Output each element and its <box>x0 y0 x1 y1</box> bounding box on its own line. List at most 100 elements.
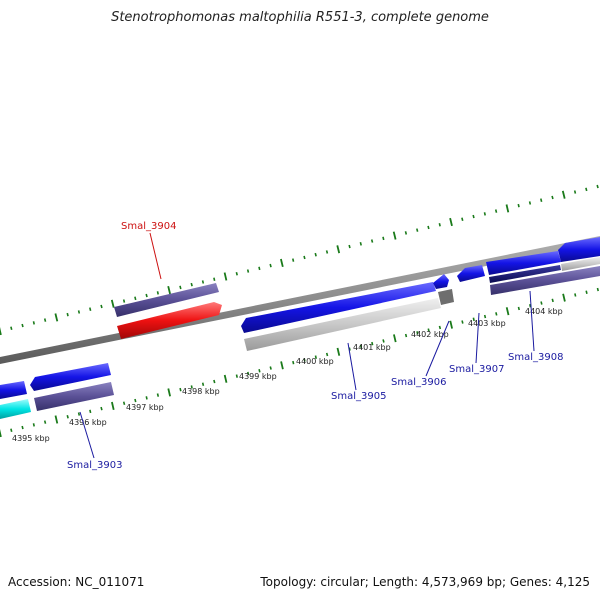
major-tick <box>110 299 115 308</box>
minor-tick <box>292 258 295 262</box>
kbp-label-4396: 4396 kbp <box>69 418 107 427</box>
gene-label-smal-3907[interactable]: Smal_3907 <box>449 364 504 375</box>
minor-tick <box>596 184 599 189</box>
minor-tick <box>32 321 35 325</box>
kbp-label-4395: 4395 kbp <box>12 434 50 443</box>
minor-tick <box>303 358 306 362</box>
major-tick <box>561 190 566 199</box>
gene-smal-3908-a[interactable] <box>486 251 561 275</box>
minor-tick <box>416 228 419 232</box>
minor-tick <box>529 304 532 308</box>
minor-tick <box>201 382 205 386</box>
lower-tick-track <box>0 287 599 438</box>
minor-tick <box>66 415 69 419</box>
major-tick <box>392 231 397 240</box>
gene-smal-3907[interactable] <box>457 265 485 282</box>
major-tick <box>54 313 59 322</box>
minor-tick <box>21 425 24 430</box>
gene-smal-3908-c[interactable] <box>490 266 600 295</box>
gene-smal-3905-pseudo[interactable] <box>244 298 441 351</box>
gene-label-smal-3905[interactable]: Smal_3905 <box>331 391 386 402</box>
minor-tick <box>359 344 363 349</box>
gene-right-edge-forward[interactable] <box>558 237 600 262</box>
minor-tick <box>89 409 92 414</box>
gene-label-smal-3908[interactable]: Smal_3908 <box>508 352 563 363</box>
minor-tick <box>483 314 487 319</box>
minor-tick <box>213 277 216 281</box>
minor-tick <box>213 379 216 384</box>
leader-smal-3904 <box>149 232 162 280</box>
major-tick <box>393 334 397 343</box>
gene-right-edge-grey[interactable] <box>561 257 600 271</box>
minor-tick <box>494 209 498 213</box>
gene-smal-3905[interactable] <box>241 282 436 333</box>
minor-tick <box>461 320 464 324</box>
kbp-label-4398: 4398 kbp <box>182 387 220 396</box>
major-tick <box>505 307 510 316</box>
minor-tick <box>156 291 159 295</box>
genome-summary-footer: Topology: circular; Length: 4,573,969 bp… <box>260 575 590 589</box>
major-tick <box>562 293 566 302</box>
minor-tick <box>303 255 306 260</box>
minor-tick <box>179 387 182 392</box>
minor-tick <box>10 428 13 432</box>
gene-left-edge-highlight[interactable] <box>0 399 31 419</box>
minor-tick <box>359 242 362 246</box>
kbp-label-4401: 4401 kbp <box>353 343 391 352</box>
minor-tick <box>528 201 532 205</box>
gene-smal-3905-tail[interactable] <box>438 289 454 305</box>
gene-smal-3903[interactable] <box>34 382 114 411</box>
gene-left-edge-forward[interactable] <box>0 381 27 399</box>
minor-tick <box>247 371 250 376</box>
leader-smal-3903 <box>79 411 95 459</box>
kbp-label-4402: 4402 kbp <box>411 330 449 339</box>
minor-tick <box>10 326 13 330</box>
minor-tick <box>134 296 137 301</box>
major-tick <box>449 217 453 227</box>
minor-tick <box>585 290 588 294</box>
minor-tick <box>77 310 81 314</box>
minor-tick <box>540 301 543 305</box>
gene-smal-3906[interactable] <box>433 274 449 289</box>
gene-label-smal-3904[interactable]: Smal_3904 <box>121 221 176 232</box>
minor-tick <box>43 420 47 424</box>
minor-tick <box>370 239 374 243</box>
minor-tick <box>314 252 317 257</box>
upper-tick-track <box>0 184 599 336</box>
major-tick <box>280 361 284 370</box>
kbp-label-4399: 4399 kbp <box>239 372 277 381</box>
minor-tick <box>585 187 588 192</box>
minor-tick <box>100 304 103 309</box>
minor-tick <box>495 312 498 316</box>
minor-tick <box>472 317 475 322</box>
minor-tick <box>145 293 148 298</box>
kbp-label-4400: 4400 kbp <box>296 357 334 366</box>
minor-tick <box>551 195 554 200</box>
minor-tick <box>190 385 193 389</box>
minor-tick <box>596 287 599 292</box>
gene-smal-3904[interactable] <box>117 302 222 339</box>
major-tick <box>336 347 341 356</box>
minor-tick <box>201 280 205 284</box>
minor-tick <box>540 198 543 202</box>
minor-tick <box>472 214 475 219</box>
gene-reverse-left-top[interactable] <box>114 283 219 317</box>
minor-tick <box>77 412 81 416</box>
minor-tick <box>246 269 250 273</box>
minor-tick <box>438 325 442 330</box>
gene-label-smal-3903[interactable]: Smal_3903 <box>67 460 122 471</box>
gene-label-smal-3906[interactable]: Smal_3906 <box>391 377 446 388</box>
leader-smal-3905 <box>347 342 357 391</box>
minor-tick <box>573 190 577 194</box>
minor-tick <box>156 393 160 397</box>
minor-tick <box>43 318 47 322</box>
major-tick <box>0 428 2 438</box>
major-tick <box>0 326 2 336</box>
gene-smal-3903-forward[interactable] <box>30 363 111 391</box>
gene-smal-3908-b[interactable] <box>489 265 561 283</box>
minor-tick <box>461 217 464 221</box>
kbp-label-4404: 4404 kbp <box>525 307 563 316</box>
major-tick <box>223 272 228 281</box>
minor-tick <box>404 231 408 235</box>
